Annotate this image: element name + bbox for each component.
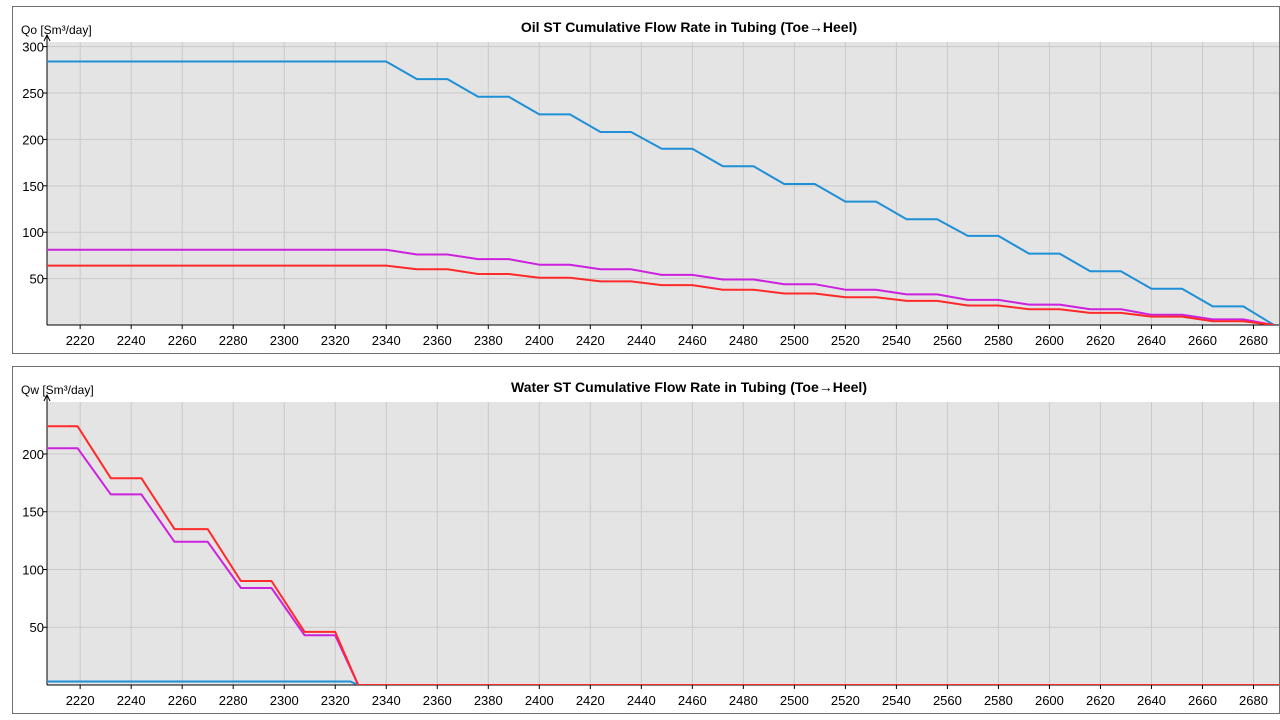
y-tick-label: 250 (22, 86, 44, 101)
x-tick-label: 2380 (474, 333, 503, 348)
x-tick-label: 2680 (1239, 693, 1268, 708)
water-flow-chart-panel: Water ST Cumulative Flow Rate in Tubing … (12, 366, 1280, 714)
chart-title: Water ST Cumulative Flow Rate in Tubing … (511, 379, 867, 395)
y-axis-label: Qo [Sm³/day] (21, 23, 92, 37)
x-tick-label: 2360 (423, 333, 452, 348)
oil-flow-chart: Oil ST Cumulative Flow Rate in Tubing (T… (21, 19, 1279, 348)
x-tick-label: 2360 (423, 693, 452, 708)
x-tick-label: 2240 (117, 333, 146, 348)
x-tick-label: 2400 (525, 693, 554, 708)
x-tick-label: 2320 (321, 333, 350, 348)
y-axis-label: Qw [Sm³/day] (21, 383, 94, 397)
y-axis-arrow (43, 33, 51, 42)
x-tick-label: 2660 (1188, 693, 1217, 708)
x-tick-label: 2480 (729, 693, 758, 708)
x-tick-label: 2520 (831, 693, 860, 708)
series-line (47, 248, 1275, 325)
y-tick-label: 50 (30, 272, 44, 287)
chart-title: Oil ST Cumulative Flow Rate in Tubing (T… (521, 19, 857, 35)
x-tick-label: 2540 (882, 333, 911, 348)
x-tick-label: 2580 (984, 693, 1013, 708)
x-tick-label: 2620 (1086, 333, 1115, 348)
x-tick-label: 2520 (831, 333, 860, 348)
y-tick-label: 200 (22, 132, 44, 147)
x-tick-label: 2420 (576, 693, 605, 708)
x-tick-label: 2320 (321, 693, 350, 708)
y-tick-label: 150 (22, 179, 44, 194)
y-axis-arrow (43, 393, 51, 402)
plot-area (47, 42, 1279, 325)
x-tick-label: 2380 (474, 693, 503, 708)
x-tick-label: 2460 (678, 333, 707, 348)
series-line (47, 447, 1279, 685)
x-tick-label: 2580 (984, 333, 1013, 348)
x-tick-label: 2600 (1035, 693, 1064, 708)
series-line (47, 425, 1279, 685)
series-line (47, 264, 1275, 325)
y-tick-label: 50 (30, 620, 44, 635)
series-group (47, 60, 1275, 325)
x-tick-label: 2280 (219, 333, 248, 348)
x-tick-label: 2560 (933, 693, 962, 708)
series-line (47, 60, 1275, 325)
x-tick-label: 2420 (576, 333, 605, 348)
oil-flow-chart-panel: Oil ST Cumulative Flow Rate in Tubing (T… (12, 6, 1280, 354)
x-tick-label: 2620 (1086, 693, 1115, 708)
x-tick-label: 2680 (1239, 333, 1268, 348)
series-line (47, 680, 1279, 685)
x-tick-label: 2220 (66, 693, 95, 708)
x-tick-label: 2600 (1035, 333, 1064, 348)
x-tick-label: 2640 (1137, 693, 1166, 708)
series-group (47, 425, 1279, 685)
x-tick-label: 2400 (525, 333, 554, 348)
x-tick-label: 2660 (1188, 333, 1217, 348)
x-tick-label: 2640 (1137, 333, 1166, 348)
y-tick-label: 100 (22, 562, 44, 577)
x-tick-label: 2440 (627, 693, 656, 708)
y-tick-label: 300 (22, 40, 44, 55)
x-tick-label: 2340 (372, 333, 401, 348)
x-tick-label: 2300 (270, 693, 299, 708)
grid (47, 402, 1279, 685)
water-flow-chart: Water ST Cumulative Flow Rate in Tubing … (21, 379, 1279, 708)
y-tick-label: 100 (22, 225, 44, 240)
x-tick-label: 2440 (627, 333, 656, 348)
x-tick-label: 2300 (270, 333, 299, 348)
x-tick-label: 2560 (933, 333, 962, 348)
x-tick-label: 2260 (168, 693, 197, 708)
y-tick-label: 150 (22, 505, 44, 520)
x-tick-label: 2280 (219, 693, 248, 708)
x-tick-label: 2240 (117, 693, 146, 708)
x-tick-label: 2500 (780, 333, 809, 348)
grid (47, 42, 1279, 325)
y-tick-label: 200 (22, 447, 44, 462)
plot-area (47, 402, 1279, 685)
x-tick-label: 2460 (678, 693, 707, 708)
x-tick-label: 2260 (168, 333, 197, 348)
x-tick-label: 2340 (372, 693, 401, 708)
x-tick-label: 2480 (729, 333, 758, 348)
x-tick-label: 2500 (780, 693, 809, 708)
x-tick-label: 2220 (66, 333, 95, 348)
x-tick-label: 2540 (882, 693, 911, 708)
